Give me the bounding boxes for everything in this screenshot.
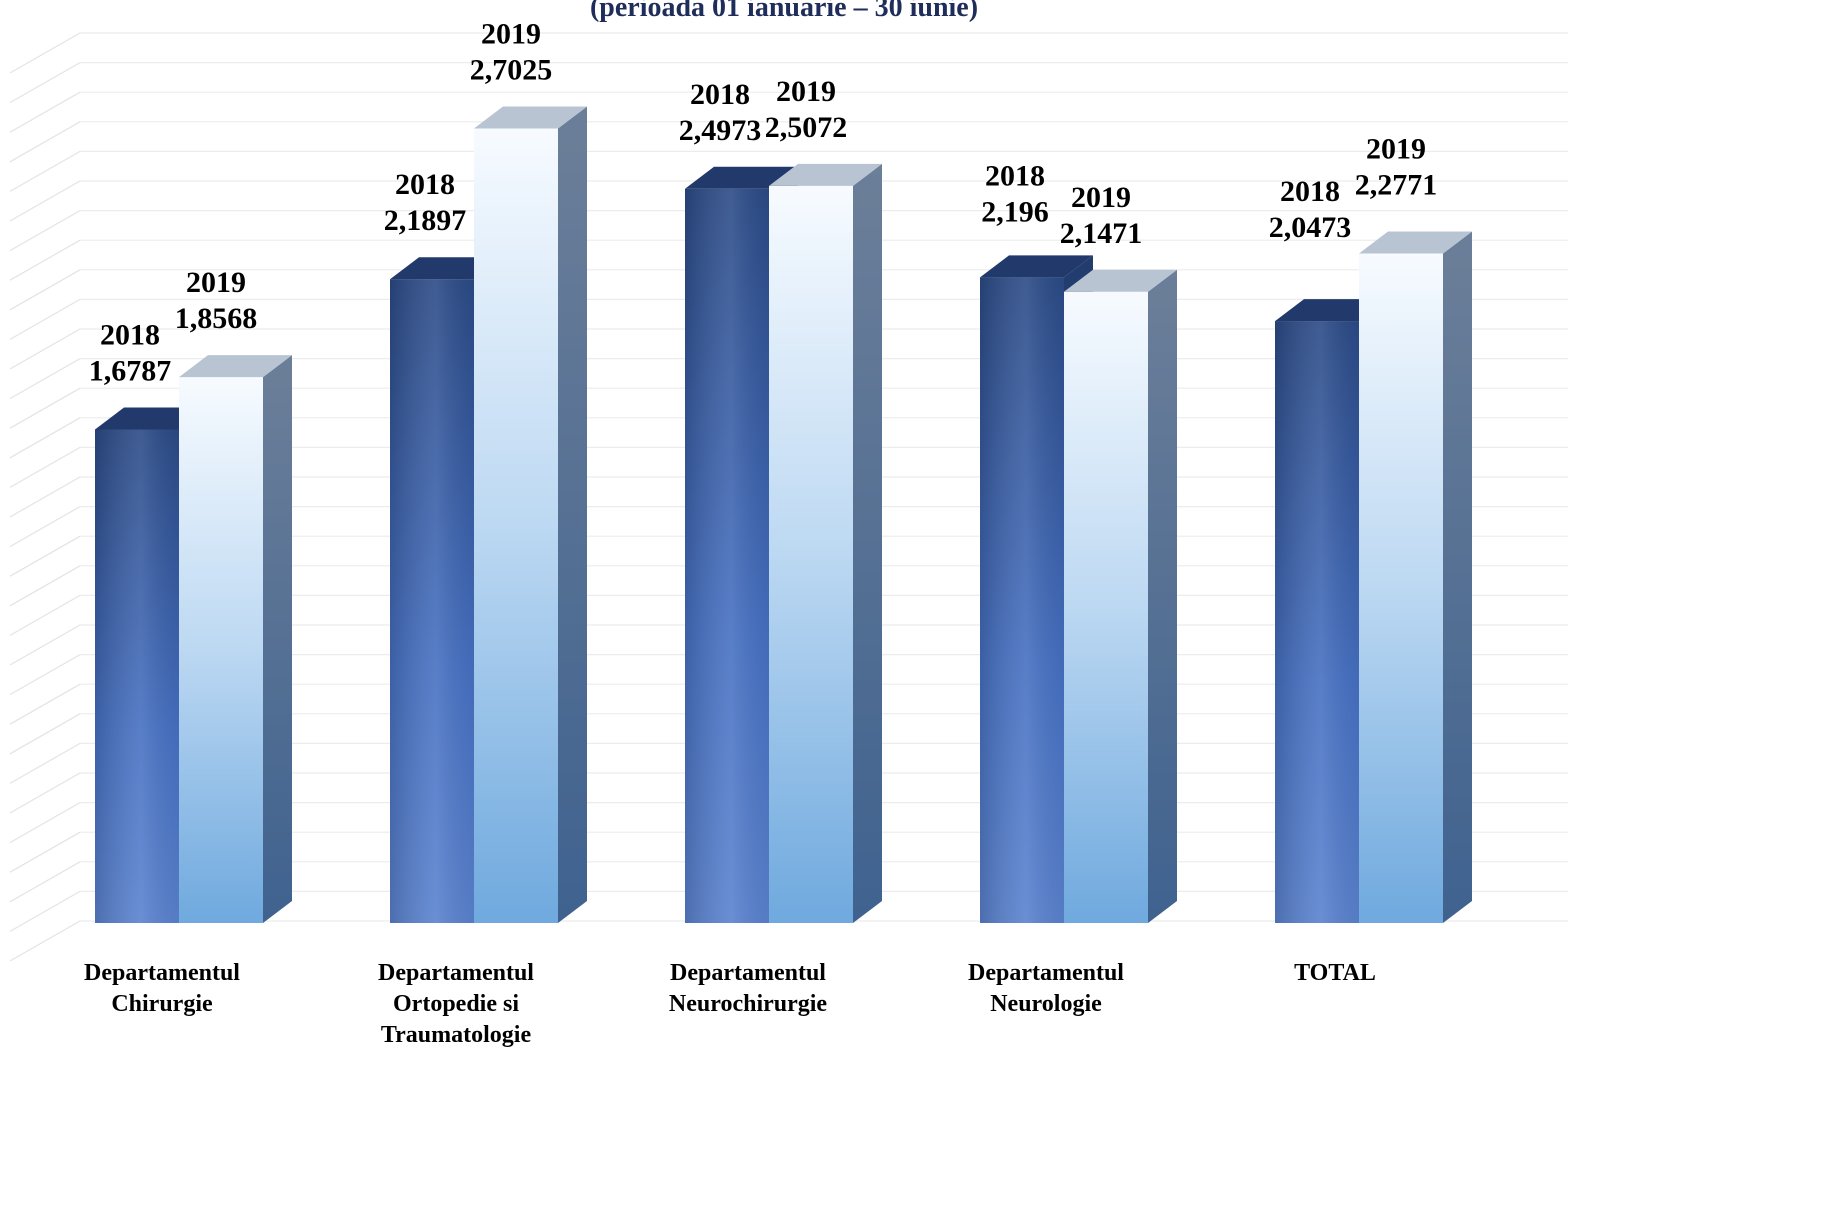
data-label-year: 2019 xyxy=(186,266,246,299)
gridline-diagonal xyxy=(9,594,81,636)
gridline-diagonal xyxy=(9,239,81,281)
gridline-diagonal xyxy=(9,210,81,252)
data-label-year: 2019 xyxy=(481,17,541,50)
data-label-year: 2018 xyxy=(100,318,160,351)
bar-2018-4 xyxy=(1275,299,1388,923)
gridline-diagonal xyxy=(9,417,81,459)
bar-2019-4 xyxy=(1359,231,1472,923)
gridline-diagonal xyxy=(9,890,81,932)
x-tick-label-line: Departamentul xyxy=(968,960,1124,986)
gridline-diagonal xyxy=(9,802,81,844)
gridline-diagonal xyxy=(9,387,81,429)
bar-2019-0 xyxy=(179,355,292,923)
chart-title: (perioada 01 ianuarie – 30 iunie) xyxy=(589,0,979,23)
x-tick-label: Departamentul Chirurgie xyxy=(42,958,282,1020)
chart: 20181,678720191,856820182,189720192,7025… xyxy=(9,17,1568,962)
data-label-year: 2019 xyxy=(1071,181,1131,214)
gridline-diagonal xyxy=(9,861,81,903)
gridline-diagonal xyxy=(9,62,81,104)
gridline-diagonal xyxy=(9,772,81,814)
x-tick-label-line: Chirurgie xyxy=(111,991,213,1017)
gridline-diagonal xyxy=(9,654,81,696)
x-tick-label-line: Departamentul xyxy=(670,960,826,986)
gridline-diagonal xyxy=(9,32,81,74)
x-tick-label: Departamentul Ortopedie si Traumatologie xyxy=(336,958,576,1051)
gridline-diagonal xyxy=(9,180,81,222)
data-label-value: 2,5072 xyxy=(765,111,848,144)
data-label-value: 2,1897 xyxy=(384,204,467,237)
bar-2019-3 xyxy=(1064,269,1177,924)
gridline-diagonal xyxy=(9,269,81,311)
x-tick-label-line: TOTAL xyxy=(1294,960,1376,986)
data-label-value: 2,7025 xyxy=(470,53,553,86)
gridline-diagonal xyxy=(9,150,81,192)
data-label-year: 2018 xyxy=(985,159,1045,192)
data-label-year: 2018 xyxy=(1280,175,1340,208)
x-tick-label: Departamentul Neurologie xyxy=(926,958,1166,1020)
gridline-diagonal xyxy=(9,91,81,133)
data-label-value: 1,6787 xyxy=(89,354,172,387)
x-tick-label-line: Neurologie xyxy=(990,991,1102,1017)
gridline-diagonal xyxy=(9,565,81,607)
data-label-year: 2019 xyxy=(1366,133,1426,166)
x-tick-label-line: Neurochirurgie xyxy=(668,991,828,1017)
bar-2019-2 xyxy=(769,163,882,924)
x-tick-label-line: Departamentul xyxy=(378,960,534,986)
bars xyxy=(95,106,1472,924)
gridline-diagonal xyxy=(9,358,81,400)
gridline-diagonal xyxy=(9,298,81,340)
gridline-diagonal xyxy=(9,831,81,873)
x-tick-label-line: Traumatologie xyxy=(380,1022,532,1048)
x-tick-label-line: Departamentul xyxy=(84,960,240,986)
gridline-diagonal xyxy=(9,742,81,784)
data-label-year: 2018 xyxy=(690,78,750,111)
gridline-diagonal xyxy=(9,328,81,370)
data-labels: 20181,678720191,856820182,189720192,7025… xyxy=(89,17,1438,387)
data-label-value: 2,1471 xyxy=(1060,217,1143,250)
bar-2019-1 xyxy=(474,106,587,924)
gridline-diagonal xyxy=(9,535,81,577)
x-tick-label: Departamentul Neurochirurgie xyxy=(628,958,868,1020)
gridline-diagonal xyxy=(9,506,81,548)
x-tick-label-line: Ortopedie si xyxy=(393,991,519,1017)
gridline-diagonal xyxy=(9,446,81,488)
data-label-value: 2,4973 xyxy=(679,114,762,147)
data-label-value: 1,8568 xyxy=(175,302,258,335)
data-label-value: 2,196 xyxy=(981,195,1049,228)
data-label-value: 2,0473 xyxy=(1269,211,1352,244)
gridline-diagonal xyxy=(9,476,81,518)
gridline-diagonal xyxy=(9,121,81,163)
gridline-diagonal xyxy=(9,713,81,755)
data-label-value: 2,2771 xyxy=(1355,169,1438,202)
gridline-diagonal xyxy=(9,624,81,666)
data-label-year: 2018 xyxy=(395,168,455,201)
data-label-year: 2019 xyxy=(776,75,836,108)
x-tick-label: TOTAL xyxy=(1215,958,1455,989)
gridline-diagonal xyxy=(9,683,81,725)
gridline-diagonal xyxy=(9,920,81,962)
